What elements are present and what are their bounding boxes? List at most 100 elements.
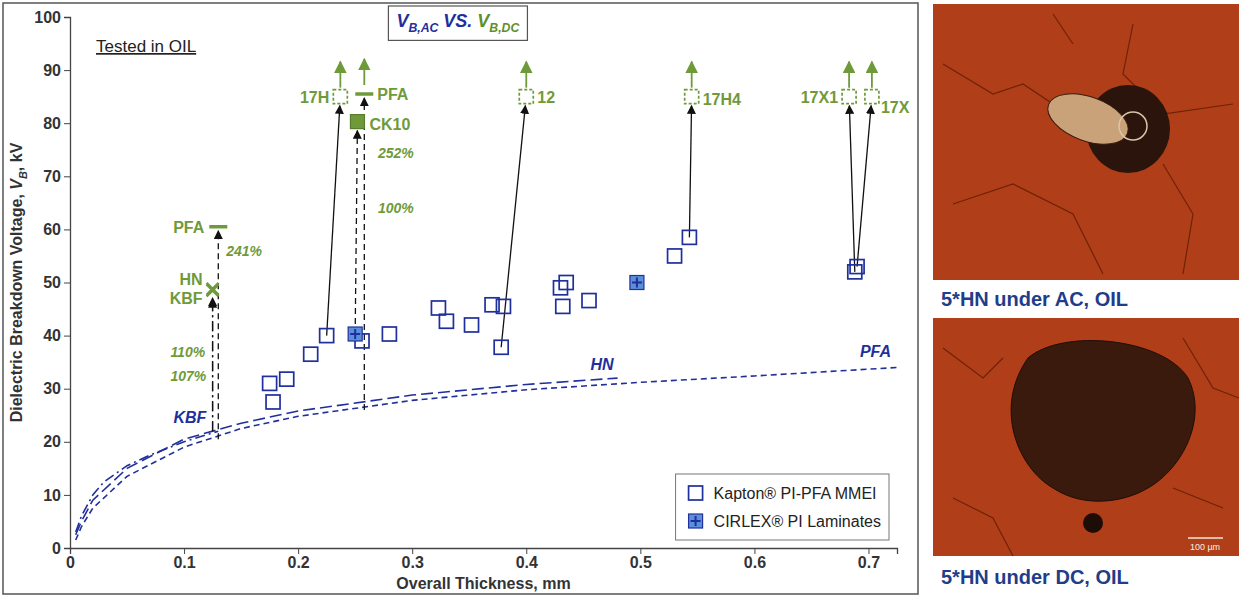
dc-label: PFA bbox=[173, 219, 205, 236]
ac-point bbox=[266, 395, 280, 409]
ac-dc-arrow bbox=[218, 231, 219, 439]
text-segment: , kV bbox=[8, 142, 25, 171]
x-tick: 0 bbox=[66, 548, 75, 571]
labels: KBFHNPFAPFAHNKBF17HPFACK101217H417X117X2… bbox=[96, 37, 910, 426]
marker-square bbox=[465, 318, 479, 332]
y-tick-label: 60 bbox=[43, 221, 61, 238]
x-tick: 0.3 bbox=[402, 548, 424, 571]
ac-dc-arrow bbox=[689, 106, 691, 238]
marker-square bbox=[668, 249, 682, 263]
y-tick-label: 100 bbox=[34, 9, 61, 26]
y-tick: 0 bbox=[52, 540, 70, 557]
ac-point bbox=[553, 281, 567, 295]
dc-point bbox=[333, 62, 347, 104]
lower-bound-arrow bbox=[691, 62, 693, 88]
ac-point bbox=[494, 340, 508, 354]
x-tick-mark bbox=[184, 548, 185, 554]
dc-label: HN bbox=[179, 271, 202, 288]
ac-point bbox=[280, 372, 294, 386]
y-tick-mark bbox=[64, 70, 70, 71]
dc-point bbox=[685, 62, 699, 104]
x-tick-label: 0.7 bbox=[858, 554, 880, 571]
y-tick-mark bbox=[64, 17, 70, 18]
photo-cracks bbox=[943, 338, 1239, 556]
title-frame bbox=[388, 6, 527, 40]
dc-point bbox=[207, 284, 219, 296]
text-segment: VS. bbox=[438, 11, 477, 31]
marker-square bbox=[850, 260, 864, 274]
ratio-annotation: 252% bbox=[377, 145, 414, 161]
y-tick-label: 40 bbox=[43, 327, 61, 344]
marker-plus bbox=[691, 516, 701, 526]
ac-dc-arrow bbox=[327, 106, 340, 336]
marker-plus bbox=[632, 278, 642, 288]
lower-bound-arrow bbox=[525, 62, 527, 88]
marker-square bbox=[582, 294, 596, 308]
marker-dash bbox=[355, 92, 373, 96]
y-tick-label: 10 bbox=[43, 487, 61, 504]
lower-bound-arrow bbox=[848, 62, 850, 88]
lower-bound-arrow bbox=[339, 62, 341, 88]
y-tick: 10 bbox=[43, 487, 70, 504]
ac-point bbox=[465, 318, 479, 332]
marker-square bbox=[320, 329, 334, 343]
marker-square bbox=[559, 276, 573, 290]
x-tick-mark bbox=[298, 548, 299, 554]
marker-square bbox=[496, 299, 510, 313]
ac-point bbox=[382, 327, 396, 341]
ratio-annotation: 110% bbox=[170, 344, 205, 360]
x-tick: 0.4 bbox=[516, 548, 538, 571]
dc-label: CK10 bbox=[369, 116, 410, 133]
lower-bound-arrow bbox=[871, 62, 873, 88]
dc-label: 17H bbox=[300, 89, 329, 106]
photo-cracks bbox=[943, 14, 1233, 274]
x-tick-mark bbox=[754, 548, 755, 554]
figure: 00.10.20.30.40.50.60.7010203040506070809… bbox=[0, 0, 1244, 598]
y-tick-label: 80 bbox=[43, 115, 61, 132]
x-tick-mark bbox=[526, 548, 527, 554]
ac-dc-arrow bbox=[355, 131, 357, 334]
marker-square bbox=[382, 327, 396, 341]
photo-scale-bar bbox=[1188, 537, 1223, 539]
photo-caption: 5*HN under DC, OIL bbox=[941, 566, 1129, 588]
photo-caption: 5*HN under AC, OIL bbox=[941, 288, 1128, 310]
x-axis-line bbox=[71, 549, 898, 555]
x-tick-label: 0.4 bbox=[516, 554, 538, 571]
marker-square bbox=[280, 372, 294, 386]
ac-point bbox=[668, 249, 682, 263]
x-tick-label: 0.3 bbox=[402, 554, 424, 571]
marker-square bbox=[439, 314, 453, 328]
dc-point bbox=[350, 115, 364, 129]
dc-label: PFA bbox=[377, 86, 409, 103]
y-tick: 50 bbox=[43, 274, 70, 291]
dc-label: 17X1 bbox=[801, 89, 838, 106]
text-segment: B,AC bbox=[408, 21, 438, 35]
y-axis: 0102030405060708090100 bbox=[34, 9, 70, 557]
y-tick-mark bbox=[64, 336, 70, 337]
x-tick-mark bbox=[412, 548, 413, 554]
ac-point bbox=[431, 301, 445, 315]
photo-spot bbox=[1119, 112, 1147, 140]
marker-dash bbox=[209, 225, 227, 229]
ac-point bbox=[320, 329, 334, 343]
ac-point bbox=[559, 276, 573, 290]
photo-spot bbox=[1011, 341, 1195, 502]
ac-point bbox=[682, 230, 696, 244]
ac-point bbox=[304, 347, 318, 361]
y-tick-mark bbox=[64, 176, 70, 177]
ac-dc-arrow bbox=[212, 298, 213, 431]
y-axis-title: Dielectric Breakdown Voltage, VB, kV bbox=[8, 142, 29, 422]
photos: 5*HN under AC, OIL100 µm5*HN under DC, O… bbox=[933, 4, 1239, 588]
dc-point bbox=[355, 59, 373, 94]
y-tick: 80 bbox=[43, 115, 70, 132]
y-tick-label: 50 bbox=[43, 274, 61, 291]
marker-plus bbox=[350, 329, 360, 339]
ac-point bbox=[556, 299, 570, 313]
ratio-annotation: 241% bbox=[225, 243, 262, 259]
lower-bound-arrow bbox=[363, 59, 365, 85]
y-tick: 60 bbox=[43, 221, 70, 238]
x-axis-title: Overall Thickness, mm bbox=[396, 575, 570, 592]
y-tick: 20 bbox=[43, 433, 70, 450]
marker-square bbox=[689, 514, 703, 528]
ratio-annotation: 107% bbox=[170, 368, 206, 384]
